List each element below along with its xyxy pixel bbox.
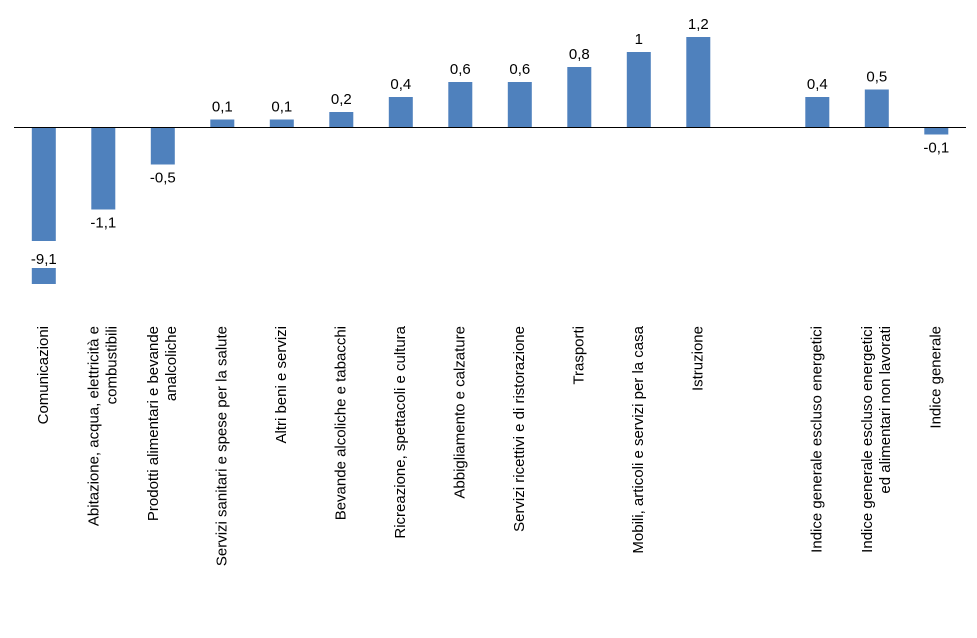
bar: [626, 52, 651, 127]
data-label: 0,6: [509, 61, 530, 78]
bar: [507, 82, 532, 127]
data-label: 1,2: [688, 16, 709, 33]
data-label: 0,4: [807, 76, 828, 93]
data-label: 0,2: [331, 91, 352, 108]
bar: [269, 119, 294, 127]
category-labels-group: Comunicazioni Abitazione, acqua, elettric…: [35, 325, 944, 566]
bar: [805, 97, 830, 127]
category-label: combustibili: [103, 326, 120, 404]
bar: [329, 112, 354, 127]
bar: [150, 127, 175, 165]
axis-break-gap: [30, 241, 57, 268]
bar: [567, 67, 592, 127]
data-label: 0,8: [569, 46, 590, 63]
bars-group: [30, 37, 949, 284]
category-label: Indice generale: [927, 326, 944, 429]
data-label: 0,4: [390, 76, 411, 93]
category-label: Abbigliamento e calzature: [451, 326, 468, 499]
category-label: Prodotti alimentari e bevande: [145, 326, 162, 521]
bar: [210, 119, 235, 127]
data-label: -0,5: [150, 170, 176, 187]
data-label: -1,1: [90, 215, 116, 232]
data-label: 0,1: [212, 99, 233, 116]
category-label: ed alimentari non lavorati: [877, 326, 894, 494]
category-label: analcoliche: [163, 326, 180, 401]
data-label: 0,1: [271, 99, 292, 116]
category-label: Bevande alcoliche e tabacchi: [332, 326, 349, 520]
data-label: -0,1: [923, 140, 949, 157]
bar: [864, 89, 889, 127]
category-label: Comunicazioni: [35, 326, 52, 424]
category-label: Ricreazione, spettacoli e cultura: [392, 325, 409, 538]
data-labels-group: -9,1 -1,1 -0,5 0,1 0,1 0,2 0,4 0,6 0,6 0,8 1 1,2 0,4…: [31, 16, 949, 268]
bar: [388, 97, 413, 127]
data-label: -9,1: [31, 251, 57, 268]
category-label: Abitazione, acqua, elettricità e: [85, 326, 102, 526]
bar: [448, 82, 473, 127]
category-label: Indice generale escluso energetici: [808, 326, 825, 553]
category-label: Trasporti: [570, 326, 587, 385]
bar: [924, 127, 949, 135]
category-label: Servizi ricettivi e di ristorazione: [511, 326, 528, 532]
category-label: Servizi sanitari e spese per la salute: [213, 326, 230, 566]
data-label: 0,6: [450, 61, 471, 78]
bar: [91, 127, 116, 210]
category-label: Mobili, articoli e servizi per la casa: [630, 325, 647, 553]
bar: [686, 37, 711, 127]
category-label: Indice generale escluso energetici: [859, 326, 876, 553]
category-label: Altri beni e servizi: [273, 326, 290, 444]
data-label: 1: [635, 31, 643, 48]
category-label: Istruzione: [689, 326, 706, 391]
data-label: 0,5: [866, 69, 887, 86]
